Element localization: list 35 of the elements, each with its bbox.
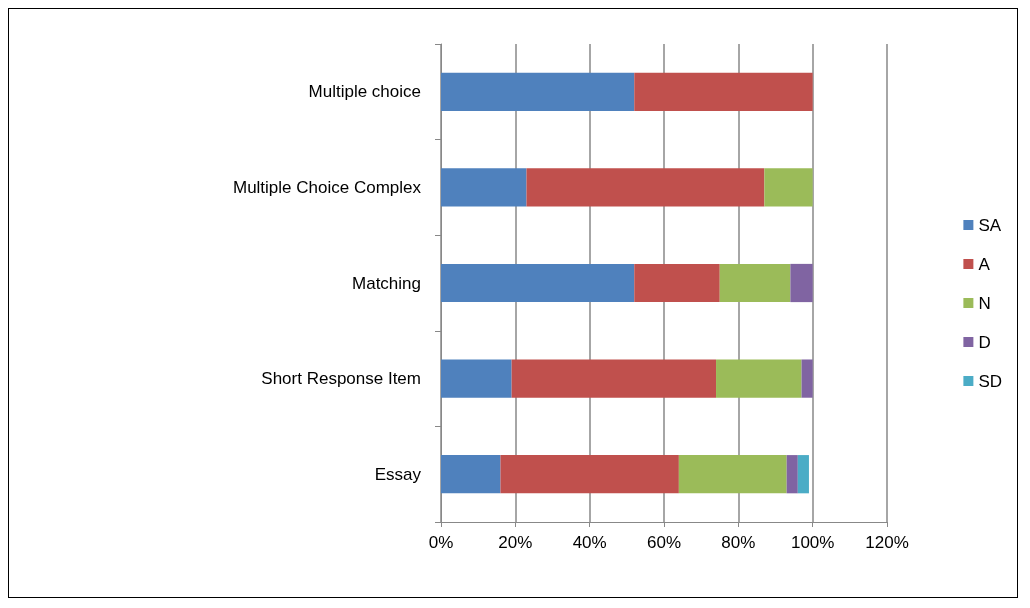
y-tick-label: Multiple choice <box>308 82 421 102</box>
x-tick-label: 0% <box>428 533 454 552</box>
x-tick-label: 60% <box>646 533 682 552</box>
bar <box>764 168 813 207</box>
bar <box>719 263 791 303</box>
bar <box>441 455 501 494</box>
bar <box>634 72 813 111</box>
legend-label: D <box>978 332 991 352</box>
bar <box>441 359 512 398</box>
x-tick-label: 20% <box>498 533 533 552</box>
legend-label: SD <box>978 371 1003 391</box>
bar <box>441 168 527 207</box>
bar <box>786 455 798 494</box>
legend-label: A <box>978 254 991 274</box>
bar <box>716 359 802 398</box>
x-tick-label: 100% <box>790 533 835 552</box>
legend-label: N <box>978 293 991 313</box>
bar <box>634 263 720 303</box>
bar <box>441 263 635 303</box>
y-tick-label: Matching <box>352 273 421 293</box>
bar <box>500 455 679 494</box>
bar <box>801 359 813 398</box>
x-tick-label: 80% <box>721 533 756 552</box>
y-tick-label: Essay <box>374 464 422 484</box>
bar <box>797 455 809 494</box>
y-tick-label: Multiple Choice Complex <box>232 177 422 197</box>
bar <box>678 455 787 494</box>
bar <box>441 72 635 111</box>
bar <box>790 263 813 303</box>
bar <box>526 168 765 207</box>
x-tick-label: 40% <box>572 533 607 552</box>
x-tick-label: 120% <box>865 533 909 552</box>
y-tick-label: Short Response Item <box>261 369 421 389</box>
bar <box>511 359 717 398</box>
legend-label: SA <box>978 215 1002 235</box>
